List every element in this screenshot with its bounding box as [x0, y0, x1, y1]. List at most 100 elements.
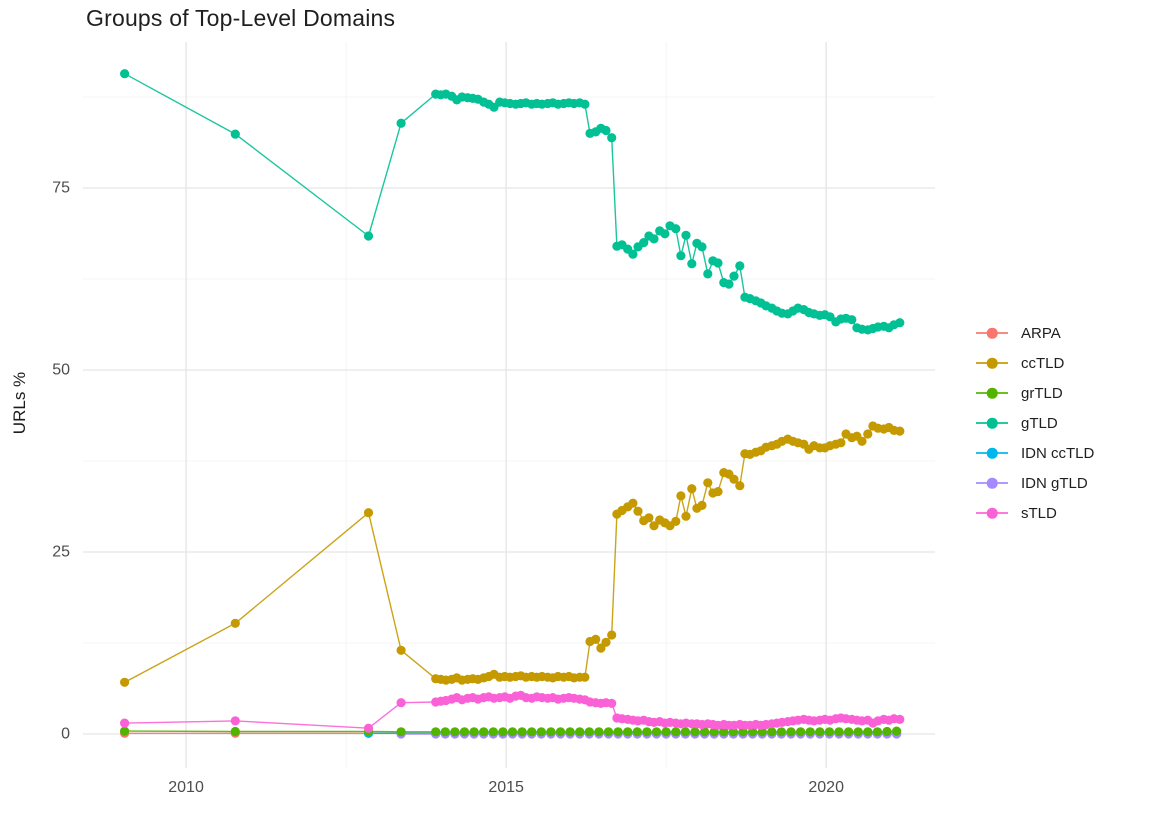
data-point-grtld — [546, 727, 556, 737]
data-point-grtld — [527, 727, 537, 737]
data-point-cctld — [396, 645, 406, 655]
data-point-grtld — [594, 727, 604, 737]
legend-item-idn-cctld: IDN ccTLD — [976, 438, 1094, 468]
legend-item-grtld: grTLD — [976, 378, 1094, 408]
data-point-cctld — [687, 484, 697, 494]
data-point-grtld — [680, 727, 691, 737]
data-point-cctld — [230, 618, 240, 628]
data-point-grtld — [469, 727, 479, 737]
data-point-grtld — [651, 727, 662, 737]
legend-item-gtld: gTLD — [976, 408, 1094, 438]
data-point-cctld — [580, 672, 590, 682]
legend-item-arpa: ARPA — [976, 318, 1094, 348]
data-point-grtld — [824, 727, 835, 737]
data-point-grtld — [603, 727, 614, 737]
data-point-stld — [363, 723, 374, 733]
data-point-grtld — [786, 727, 796, 737]
legend-label: ccTLD — [1021, 354, 1065, 372]
data-point-stld — [120, 718, 130, 728]
data-point-cctld — [735, 481, 745, 491]
legend-key-icon — [976, 447, 1008, 459]
data-point-gtld — [120, 69, 130, 79]
data-point-cctld — [836, 438, 846, 448]
data-point-grtld — [661, 727, 671, 737]
data-point-gtld — [639, 238, 649, 248]
data-point-grtld — [700, 727, 710, 737]
legend-label: IDN ccTLD — [1021, 444, 1095, 462]
data-point-cctld — [363, 508, 374, 518]
x-tick-label: 2015 — [488, 779, 524, 796]
data-point-gtld — [649, 234, 659, 244]
data-point-grtld — [498, 727, 508, 737]
data-point-grtld — [671, 727, 681, 737]
data-point-gtld — [628, 249, 638, 259]
data-point-grtld — [479, 727, 489, 737]
legend-key-dot — [986, 477, 998, 489]
data-point-grtld — [507, 727, 518, 737]
data-point-gtld — [660, 229, 670, 239]
x-tick-label: 2010 — [168, 779, 204, 796]
y-tick-label: 75 — [52, 179, 70, 196]
data-point-grtld — [834, 727, 844, 737]
data-point-cctld — [703, 478, 713, 488]
data-point-gtld — [703, 269, 713, 279]
data-point-grtld — [517, 727, 527, 737]
data-point-grtld — [719, 727, 729, 737]
data-point-grtld — [776, 727, 787, 737]
data-point-grtld — [120, 726, 130, 736]
data-point-gtld — [230, 129, 240, 139]
legend-key-icon — [976, 387, 1008, 399]
legend-item-cctld: ccTLD — [976, 348, 1094, 378]
data-point-grtld — [623, 727, 633, 737]
legend-key-dot — [986, 417, 998, 429]
y-tick-label: 0 — [61, 726, 70, 743]
data-point-grtld — [892, 726, 902, 736]
data-point-grtld — [815, 727, 825, 737]
data-point-cctld — [713, 487, 723, 497]
series-grtld — [120, 726, 902, 737]
data-point-grtld — [575, 727, 585, 737]
legend-key-dot — [986, 447, 998, 459]
data-point-gtld — [607, 133, 617, 143]
data-point-grtld — [555, 727, 566, 737]
data-point-cctld — [591, 634, 601, 645]
data-point-grtld — [431, 727, 441, 737]
legend-key-dot — [986, 387, 998, 399]
data-point-grtld — [805, 727, 815, 737]
data-point-stld — [396, 698, 406, 708]
data-point-cctld — [697, 500, 707, 510]
data-point-cctld — [676, 491, 686, 501]
data-point-grtld — [440, 727, 450, 737]
data-point-grtld — [853, 727, 863, 737]
data-point-gtld — [735, 261, 745, 271]
data-point-stld — [895, 714, 905, 725]
x-tick-label: 2020 — [808, 779, 844, 796]
data-point-grtld — [536, 727, 546, 737]
data-point-cctld — [671, 516, 681, 527]
data-point-gtld — [681, 230, 691, 240]
data-point-grtld — [642, 727, 652, 737]
data-point-cctld — [895, 426, 905, 436]
data-point-gtld — [671, 224, 681, 234]
data-point-grtld — [882, 726, 892, 737]
legend-label: ARPA — [1021, 324, 1061, 342]
legend-key-icon — [976, 477, 1008, 489]
data-point-gtld — [580, 99, 590, 109]
data-point-gtld — [729, 271, 739, 281]
data-point-gtld — [724, 279, 734, 289]
data-point-stld — [230, 716, 240, 726]
legend-label: IDN gTLD — [1021, 474, 1088, 492]
data-point-cctld — [633, 506, 643, 516]
data-point-cctld — [628, 498, 638, 508]
y-tick-label: 50 — [52, 361, 70, 378]
data-point-cctld — [607, 630, 617, 640]
data-point-grtld — [565, 727, 575, 737]
data-point-grtld — [450, 727, 460, 737]
data-point-cctld — [120, 677, 130, 687]
legend-label: gTLD — [1021, 414, 1058, 432]
legend-key-dot — [986, 327, 998, 339]
data-point-cctld — [601, 637, 611, 647]
data-point-grtld — [230, 726, 240, 737]
